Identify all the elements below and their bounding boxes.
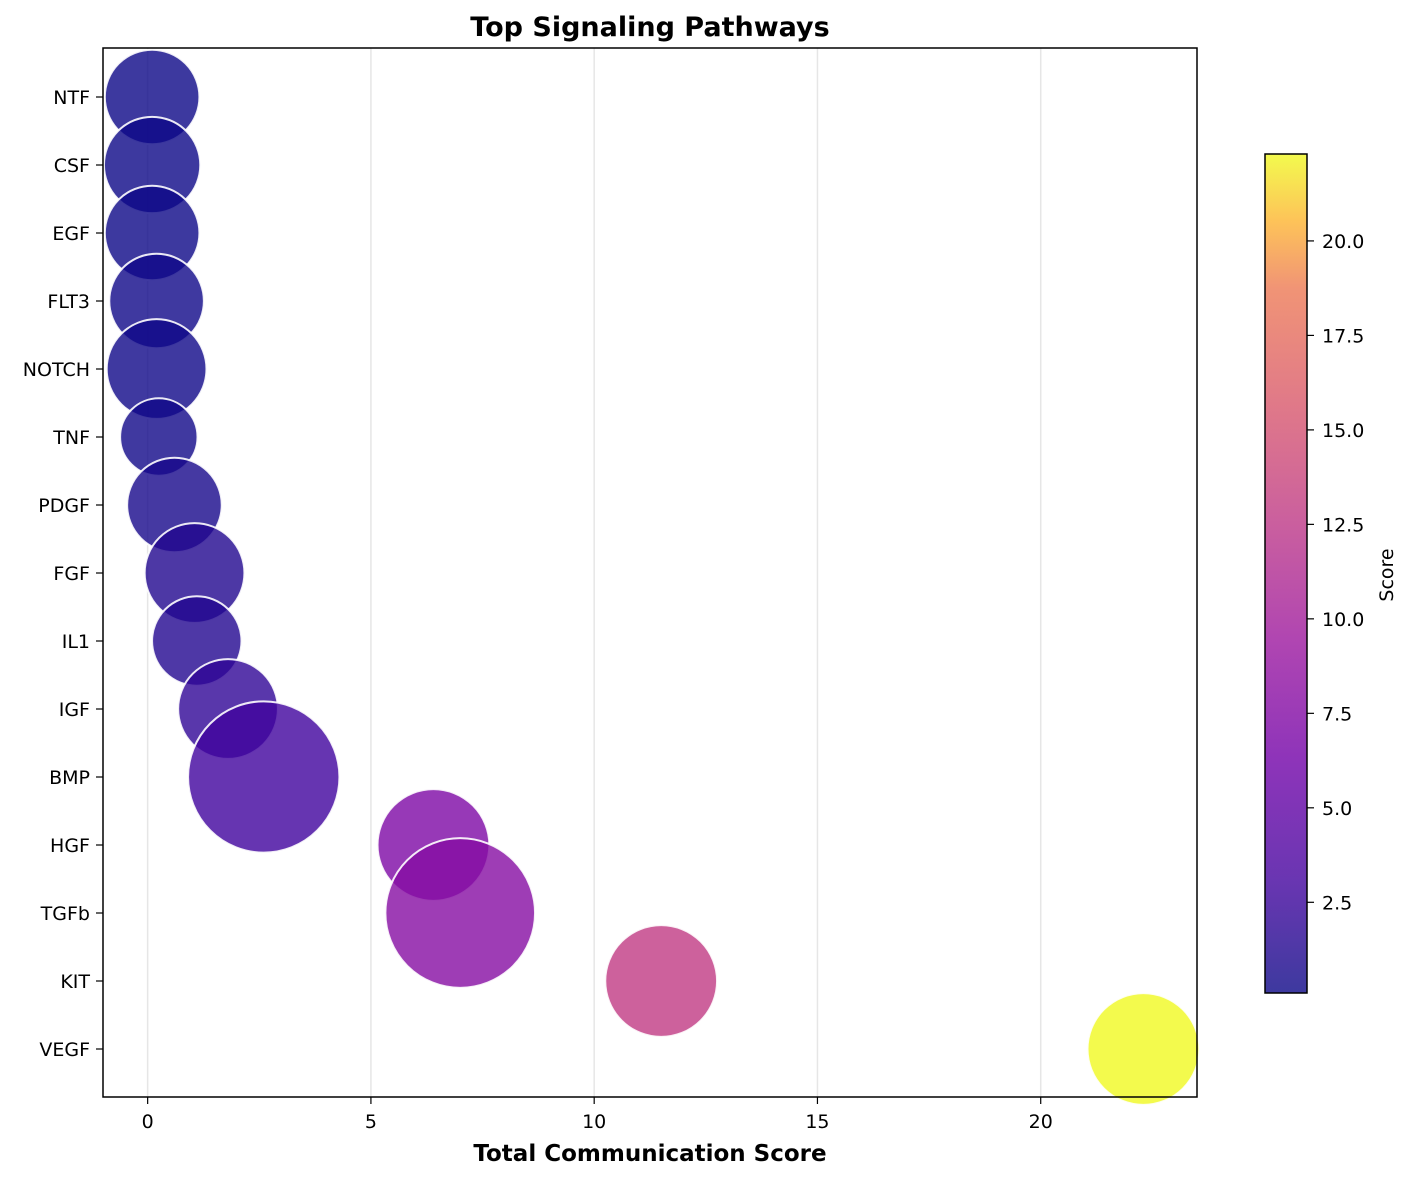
x-axis-ticks: 0 5 10 15 20 (142, 1097, 1053, 1133)
x-tick-label: 0 (142, 1111, 154, 1133)
colorbar-tick-label: 10.0 (1322, 609, 1364, 631)
bubble-layer (102, 48, 1201, 1106)
y-tick-label: TNF (52, 427, 90, 449)
y-tick-label: FLT3 (47, 291, 90, 313)
x-tick-label: 5 (365, 1111, 377, 1133)
colorbar: 2.5 5.0 7.5 10.0 12.5 15.0 17.5 20.0 Score (1264, 153, 1398, 994)
colorbar-label: Score (1376, 548, 1398, 601)
colorbar-tick-label: 5.0 (1322, 798, 1352, 820)
y-tick-label: NOTCH (23, 359, 90, 381)
y-tick-label: IL1 (62, 631, 90, 653)
y-tick-label: CSF (54, 155, 90, 177)
y-tick-label: BMP (49, 767, 90, 789)
y-tick-label: PDGF (38, 495, 90, 517)
colorbar-tick-label: 15.0 (1322, 420, 1364, 442)
grid-lines (146, 48, 1042, 1097)
bubble-tgfb (384, 837, 537, 989)
x-axis-title: Total Communication Score (473, 1141, 826, 1167)
y-tick-label: TGFb (40, 903, 90, 925)
chart-title: Top Signaling Pathways (470, 12, 829, 43)
y-tick-label: KIT (60, 971, 90, 993)
colorbar-tick-label: 7.5 (1322, 703, 1352, 725)
colorbar-gradient (1265, 154, 1307, 993)
colorbar-tick-label: 12.5 (1322, 514, 1364, 536)
x-tick-label: 15 (805, 1111, 829, 1133)
colorbar-frame (1264, 153, 1308, 994)
y-tick-label: EGF (52, 223, 90, 245)
x-tick-label: 10 (582, 1111, 606, 1133)
colorbar-tick-label: 17.5 (1322, 325, 1364, 347)
y-tick-label: IGF (59, 699, 90, 721)
bubble-bmp (187, 700, 341, 854)
x-tick-label: 20 (1029, 1111, 1053, 1133)
bubble-kit (604, 924, 719, 1038)
y-axis-ticks: NTF CSF EGF FLT3 NOTCH TNF PDGF FGF IL1 IGF BMP HGF… (23, 87, 103, 1061)
y-tick-label: FGF (53, 563, 90, 585)
y-tick-label: HGF (50, 835, 90, 857)
colorbar-ticks: 2.5 5.0 7.5 10.0 12.5 15.0 17.5 20.0 (1307, 231, 1364, 914)
bubble-vegf (1086, 992, 1201, 1106)
colorbar-tick-label: 20.0 (1322, 231, 1364, 253)
y-tick-label: VEGF (39, 1039, 90, 1061)
colorbar-tick-label: 2.5 (1322, 892, 1352, 914)
y-tick-label: NTF (53, 87, 90, 109)
